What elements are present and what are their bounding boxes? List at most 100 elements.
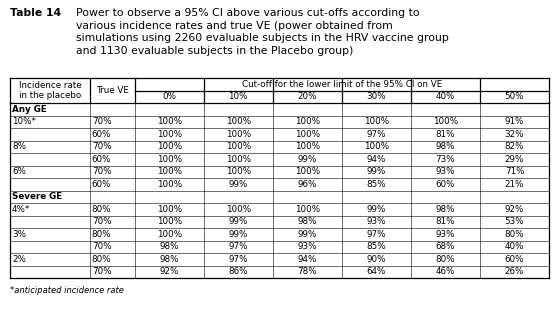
Text: 92%: 92% — [505, 205, 524, 214]
Text: 3%: 3% — [12, 230, 26, 239]
Text: 100%: 100% — [157, 155, 182, 164]
Text: 80%: 80% — [436, 255, 455, 264]
Text: 60%: 60% — [92, 130, 111, 139]
Text: 91%: 91% — [505, 117, 524, 126]
Text: 100%: 100% — [295, 205, 320, 214]
Text: 99%: 99% — [228, 217, 248, 226]
Text: 80%: 80% — [505, 230, 524, 239]
Text: 29%: 29% — [505, 155, 524, 164]
Text: 26%: 26% — [505, 267, 524, 276]
Text: 0%: 0% — [162, 92, 176, 101]
Text: 100%: 100% — [226, 167, 251, 176]
Text: 93%: 93% — [436, 167, 455, 176]
Text: 100%: 100% — [226, 142, 251, 151]
Text: 94%: 94% — [367, 155, 386, 164]
Text: Any GE: Any GE — [12, 105, 47, 114]
Text: 98%: 98% — [159, 242, 179, 251]
Text: 64%: 64% — [367, 267, 386, 276]
Text: 100%: 100% — [364, 142, 389, 151]
Text: 97%: 97% — [228, 255, 248, 264]
Text: Power to observe a 95% CI above various cut-offs according to
various incidence : Power to observe a 95% CI above various … — [76, 8, 449, 56]
Text: 70%: 70% — [92, 117, 111, 126]
Text: 98%: 98% — [297, 217, 317, 226]
Text: 80%: 80% — [92, 230, 111, 239]
Text: 8%: 8% — [12, 142, 26, 151]
Text: 100%: 100% — [295, 167, 320, 176]
Text: 70%: 70% — [92, 242, 111, 251]
Text: 10%*: 10%* — [12, 117, 36, 126]
Text: 60%: 60% — [92, 180, 111, 189]
Text: 99%: 99% — [367, 167, 386, 176]
Text: 99%: 99% — [228, 180, 248, 189]
Text: 100%: 100% — [433, 117, 458, 126]
Text: 93%: 93% — [367, 217, 386, 226]
Text: Incidence rate
in the placebo: Incidence rate in the placebo — [18, 81, 81, 100]
Text: 68%: 68% — [436, 242, 455, 251]
Text: 78%: 78% — [297, 267, 317, 276]
Text: 60%: 60% — [92, 155, 111, 164]
Text: 4%*: 4%* — [12, 205, 31, 214]
Text: 97%: 97% — [367, 230, 386, 239]
Text: 2%: 2% — [12, 255, 26, 264]
Text: 97%: 97% — [228, 242, 248, 251]
Text: 21%: 21% — [505, 180, 524, 189]
Text: 100%: 100% — [157, 130, 182, 139]
Text: 93%: 93% — [297, 242, 317, 251]
Text: 100%: 100% — [157, 230, 182, 239]
Text: 81%: 81% — [436, 130, 455, 139]
Text: 70%: 70% — [92, 217, 111, 226]
Text: 32%: 32% — [505, 130, 524, 139]
Text: 85%: 85% — [367, 242, 386, 251]
Text: 60%: 60% — [505, 255, 524, 264]
Text: 73%: 73% — [436, 155, 455, 164]
Text: 98%: 98% — [436, 205, 455, 214]
Text: 92%: 92% — [159, 267, 179, 276]
Text: 100%: 100% — [295, 117, 320, 126]
Text: 40%: 40% — [505, 242, 524, 251]
Text: 98%: 98% — [159, 255, 179, 264]
Text: 80%: 80% — [92, 205, 111, 214]
Text: 80%: 80% — [92, 255, 111, 264]
Text: 100%: 100% — [364, 117, 389, 126]
Text: 100%: 100% — [157, 167, 182, 176]
Text: 94%: 94% — [297, 255, 317, 264]
Text: 100%: 100% — [157, 217, 182, 226]
Text: 100%: 100% — [295, 142, 320, 151]
Text: 81%: 81% — [436, 217, 455, 226]
Text: 100%: 100% — [226, 155, 251, 164]
Text: 100%: 100% — [157, 117, 182, 126]
Text: 100%: 100% — [226, 205, 251, 214]
Text: 100%: 100% — [226, 130, 251, 139]
Text: 10%: 10% — [228, 92, 248, 101]
Text: 70%: 70% — [92, 267, 111, 276]
Text: 99%: 99% — [297, 155, 317, 164]
Text: *anticipated incidence rate: *anticipated incidence rate — [10, 286, 124, 295]
Text: 50%: 50% — [505, 92, 524, 101]
Text: 20%: 20% — [297, 92, 317, 101]
Text: 98%: 98% — [436, 142, 455, 151]
Text: 82%: 82% — [505, 142, 524, 151]
Text: 60%: 60% — [436, 180, 455, 189]
Text: 97%: 97% — [367, 130, 386, 139]
Text: 100%: 100% — [157, 205, 182, 214]
Text: 70%: 70% — [92, 167, 111, 176]
Text: 6%: 6% — [12, 167, 26, 176]
Text: 99%: 99% — [228, 230, 248, 239]
Text: True VE: True VE — [96, 86, 129, 95]
Text: 86%: 86% — [228, 267, 248, 276]
Text: Cut-off for the lower limit of the 95% CI on VE: Cut-off for the lower limit of the 95% C… — [242, 80, 442, 89]
Text: 46%: 46% — [436, 267, 455, 276]
Text: 93%: 93% — [436, 230, 455, 239]
Text: 100%: 100% — [157, 142, 182, 151]
Text: 100%: 100% — [295, 130, 320, 139]
Text: 30%: 30% — [367, 92, 386, 101]
Text: Severe GE: Severe GE — [12, 192, 62, 201]
Text: 99%: 99% — [367, 205, 386, 214]
Text: Table 14: Table 14 — [10, 8, 61, 18]
Text: 99%: 99% — [297, 230, 317, 239]
Text: 96%: 96% — [297, 180, 317, 189]
Text: 100%: 100% — [226, 117, 251, 126]
Text: 40%: 40% — [436, 92, 455, 101]
Text: 100%: 100% — [157, 180, 182, 189]
Text: 90%: 90% — [367, 255, 386, 264]
